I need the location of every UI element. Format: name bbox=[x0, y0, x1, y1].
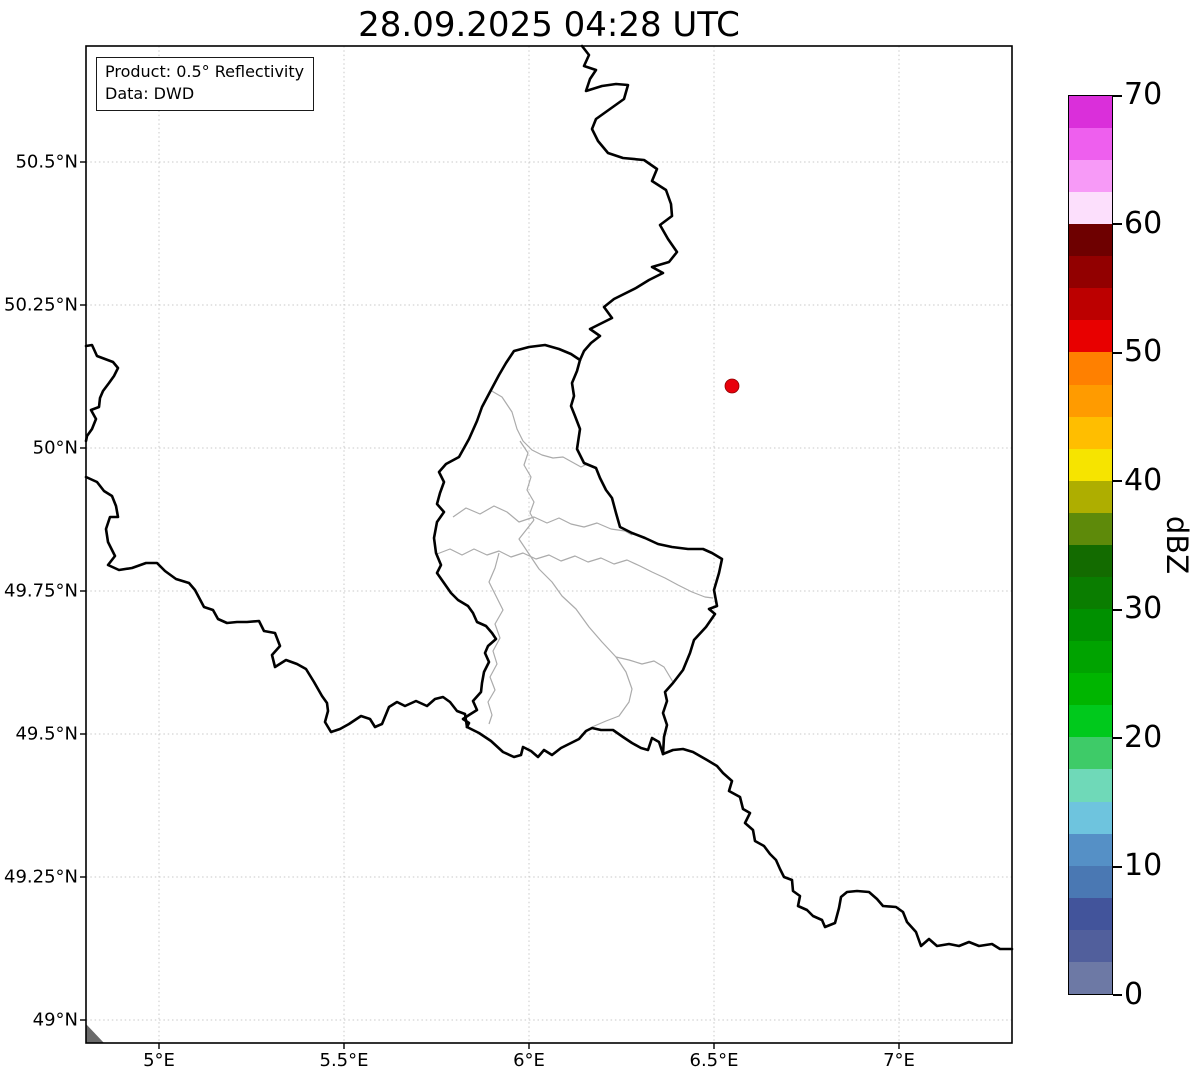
colorbar-segment bbox=[1069, 865, 1112, 898]
border-corner-fragment bbox=[86, 1024, 104, 1043]
canton-border bbox=[615, 656, 674, 683]
colorbar-tick bbox=[1113, 866, 1122, 868]
colorbar-tick-label: 10 bbox=[1124, 847, 1163, 883]
colorbar-unit-label: dBZ bbox=[1160, 515, 1194, 575]
canton-border bbox=[436, 548, 714, 599]
border-luxembourg-france bbox=[465, 725, 665, 759]
map-frame bbox=[85, 45, 1013, 1044]
canton-border bbox=[452, 505, 633, 536]
y-tick-label: 49.75°N bbox=[4, 580, 78, 602]
colorbar-segment bbox=[1069, 801, 1112, 834]
y-tick-label: 50°N bbox=[32, 437, 78, 459]
y-tick-label: 50.25°N bbox=[4, 294, 78, 316]
colorbar-segment bbox=[1069, 416, 1112, 449]
colorbar-segment bbox=[1069, 737, 1112, 770]
colorbar-segment bbox=[1069, 159, 1112, 193]
colorbar-tick bbox=[1113, 95, 1122, 97]
colorbar-segment bbox=[1069, 352, 1112, 385]
x-tick-label: 6.5°E bbox=[689, 1050, 739, 1071]
colorbar-tick-label: 0 bbox=[1124, 976, 1144, 1012]
colorbar-segment bbox=[1069, 192, 1112, 225]
reflectivity-colorbar bbox=[1068, 95, 1113, 995]
gridlines bbox=[86, 46, 1012, 1043]
product-annotation-box: Product: 0.5° Reflectivity Data: DWD bbox=[96, 57, 315, 112]
canton-border bbox=[487, 552, 504, 725]
colorbar-tick-label: 30 bbox=[1124, 590, 1163, 626]
colorbar-segment bbox=[1069, 576, 1112, 610]
border-germany-belgium bbox=[578, 44, 679, 362]
colorbar-segment bbox=[1069, 512, 1112, 545]
colorbar-segment bbox=[1069, 127, 1112, 160]
colorbar-tick bbox=[1113, 223, 1122, 225]
x-tick-label: 6°E bbox=[513, 1050, 545, 1071]
colorbar-tick-label: 50 bbox=[1124, 333, 1163, 369]
colorbar-segment bbox=[1069, 448, 1112, 481]
axis-ticks bbox=[80, 161, 900, 1049]
colorbar-tick-label: 60 bbox=[1124, 205, 1163, 241]
colorbar-segment bbox=[1069, 641, 1112, 674]
colorbar-segment bbox=[1069, 929, 1112, 962]
colorbar-segment bbox=[1069, 544, 1112, 577]
radar-site-marker bbox=[724, 378, 740, 394]
canton-border bbox=[489, 389, 588, 468]
colorbar-tick bbox=[1113, 994, 1122, 996]
colorbar-segment bbox=[1069, 320, 1112, 353]
border-luxembourg-germany bbox=[569, 358, 724, 756]
colorbar-segment bbox=[1069, 833, 1112, 866]
colorbar-tick-label: 40 bbox=[1124, 462, 1163, 498]
x-tick-label: 5.5°E bbox=[319, 1050, 369, 1071]
colorbar-tick-label: 70 bbox=[1124, 76, 1163, 112]
country-borders bbox=[84, 44, 1014, 1043]
y-tick-label: 49.25°N bbox=[4, 866, 78, 888]
colorbar-segment bbox=[1069, 480, 1112, 513]
colorbar-segment bbox=[1069, 256, 1112, 289]
canton-border bbox=[518, 519, 633, 728]
y-tick-label: 49°N bbox=[32, 1009, 78, 1031]
colorbar-tick bbox=[1113, 737, 1122, 739]
colorbar-tick-label: 20 bbox=[1124, 719, 1163, 755]
colorbar-tick bbox=[1113, 352, 1122, 354]
border-luxembourg-belgium bbox=[432, 343, 582, 729]
colorbar-segment bbox=[1069, 961, 1112, 994]
border-france-germany bbox=[661, 747, 1014, 951]
y-tick-label: 49.5°N bbox=[15, 723, 78, 745]
colorbar-segment bbox=[1069, 384, 1112, 417]
colorbar-tick bbox=[1113, 480, 1122, 482]
colorbar-tick bbox=[1113, 609, 1122, 611]
data-source-line: Data: DWD bbox=[105, 84, 195, 104]
colorbar-segment bbox=[1069, 897, 1112, 930]
colorbar-segment bbox=[1069, 288, 1112, 321]
y-tick-label: 50.5°N bbox=[15, 151, 78, 173]
colorbar-segment bbox=[1069, 673, 1112, 706]
canton-borders bbox=[436, 389, 714, 728]
border-givet-salient bbox=[84, 343, 120, 443]
colorbar-segment bbox=[1069, 769, 1112, 802]
colorbar-segment bbox=[1069, 95, 1112, 128]
colorbar-segment bbox=[1069, 609, 1112, 642]
colorbar-segment bbox=[1069, 705, 1112, 738]
colorbar-segment bbox=[1069, 224, 1112, 257]
border-france-belgium bbox=[84, 475, 469, 734]
canton-border bbox=[519, 440, 535, 521]
x-tick-label: 5°E bbox=[143, 1050, 175, 1071]
x-tick-label: 7°E bbox=[883, 1050, 915, 1071]
product-line: Product: 0.5° Reflectivity bbox=[105, 62, 305, 81]
plot-title: 28.09.2025 04:28 UTC bbox=[358, 5, 740, 45]
